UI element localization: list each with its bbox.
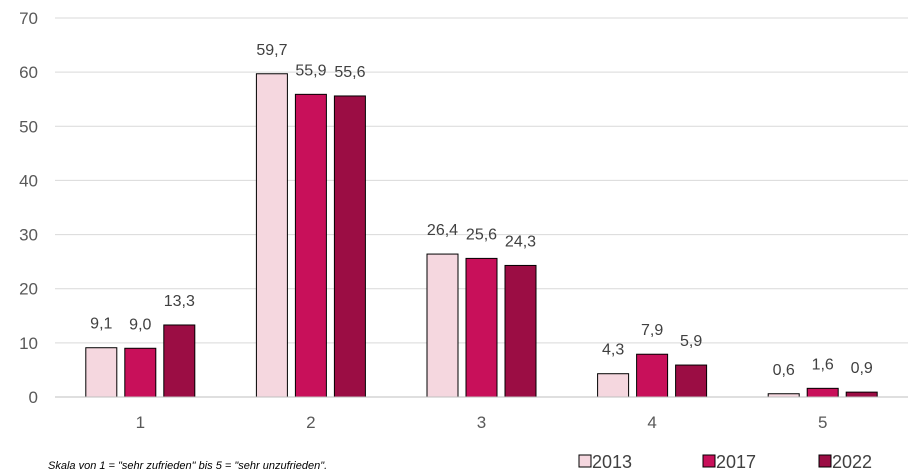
legend-label: 2013 <box>592 452 632 472</box>
bar-2013-1 <box>85 347 118 398</box>
y-tick-label: 0 <box>29 388 38 407</box>
y-tick-label: 60 <box>19 63 38 82</box>
data-label: 7,9 <box>641 322 663 339</box>
data-label: 9,0 <box>129 316 151 333</box>
bar-2022-2 <box>333 95 366 398</box>
data-label: 55,9 <box>295 62 326 79</box>
bar-2022-5 <box>845 391 878 398</box>
bar-2017-3 <box>465 257 498 398</box>
bar-2017-2 <box>294 93 327 398</box>
data-labels: 9,1 9,0 13,3 59,7 55,9 55,6 26,4 25,6 24,3 4,3 7,9… <box>90 42 873 379</box>
y-tick-label: 70 <box>19 9 38 28</box>
data-label: 13,3 <box>164 293 195 310</box>
bar-2013-4 <box>597 373 630 398</box>
y-axis-ticks: 0 10 20 30 40 50 60 70 <box>19 9 38 407</box>
data-label: 55,6 <box>334 64 365 81</box>
data-label: 4,3 <box>602 342 624 359</box>
legend-swatch-2022 <box>818 454 832 468</box>
data-label: 24,3 <box>505 233 536 250</box>
y-tick-label: 20 <box>19 280 38 299</box>
data-label: 59,7 <box>256 42 287 59</box>
bar-2017-5 <box>806 387 839 398</box>
x-tick-label: 4 <box>647 413 656 432</box>
data-label: 0,9 <box>851 360 873 377</box>
bar-2013-3 <box>426 253 459 398</box>
x-tick-label: 3 <box>477 413 486 432</box>
legend-swatch-2017 <box>702 454 716 468</box>
data-label: 0,6 <box>773 362 795 379</box>
x-axis-ticks: 1 2 3 4 5 <box>136 413 828 432</box>
legend-label: 2017 <box>716 452 756 472</box>
y-tick-label: 30 <box>19 226 38 245</box>
bar-2022-1 <box>163 324 196 398</box>
scale-annotation: Skala von 1 = "sehr zufrieden" bis 5 = "… <box>48 460 327 472</box>
x-tick-label: 1 <box>136 413 145 432</box>
y-tick-label: 10 <box>19 334 38 353</box>
y-tick-label: 40 <box>19 171 38 190</box>
grid-lines <box>55 17 908 344</box>
bar-2017-1 <box>124 347 157 398</box>
bar-2017-4 <box>636 353 669 398</box>
y-tick-label: 50 <box>19 117 38 136</box>
legend-label: 2022 <box>832 452 872 472</box>
x-tick-label: 2 <box>306 413 315 432</box>
legend-swatch-2013 <box>578 454 592 468</box>
data-label: 1,6 <box>812 356 834 373</box>
legend: 2013 2017 2022 <box>578 452 872 472</box>
bar-2013-2 <box>255 73 288 398</box>
bars <box>85 73 878 398</box>
data-label: 25,6 <box>466 226 497 243</box>
x-tick-label: 5 <box>818 413 827 432</box>
data-label: 26,4 <box>427 222 458 239</box>
bar-2022-4 <box>675 364 708 398</box>
data-label: 5,9 <box>680 333 702 350</box>
data-label: 9,1 <box>90 316 112 333</box>
bar-2022-3 <box>504 264 537 398</box>
